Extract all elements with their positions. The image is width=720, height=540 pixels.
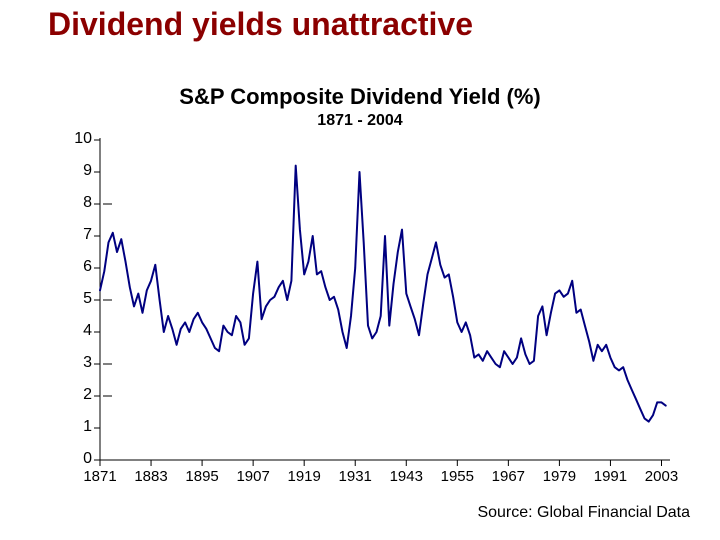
y-tick-label: 0 [66, 450, 92, 468]
chart-area: 0 1 2 3 4 5 6 7 8 9 10 1871 1883 1895 1907 1919 1931 1943… [60, 130, 680, 490]
x-tick-label: 1991 [588, 468, 632, 485]
x-tick-label: 1907 [231, 468, 275, 485]
x-tick-label: 1931 [333, 468, 377, 485]
x-tick-label: 1967 [486, 468, 530, 485]
x-tick-label: 1871 [78, 468, 122, 485]
x-tick-label: 1955 [435, 468, 479, 485]
slide: Dividend yields unattractive S&P Composi… [0, 0, 720, 540]
y-tick-label: 9 [66, 162, 92, 180]
y-tick-label: 3 [66, 354, 92, 372]
chart-subtitle: 1871 - 2004 [0, 112, 720, 130]
y-tick-label: 7 [66, 226, 92, 244]
chart-source: Source: Global Financial Data [477, 504, 690, 522]
x-tick-label: 1895 [180, 468, 224, 485]
y-tick-label: 6 [66, 258, 92, 276]
slide-headline: Dividend yields unattractive [48, 6, 473, 43]
x-tick-label: 1979 [537, 468, 581, 485]
x-tick-label: 2003 [639, 468, 683, 485]
y-tick-label: 2 [66, 386, 92, 404]
y-tick-label: 5 [66, 290, 92, 308]
y-tick-label: 10 [66, 130, 92, 148]
line-chart [60, 130, 680, 490]
chart-title: S&P Composite Dividend Yield (%) [0, 84, 720, 110]
y-tick-label: 4 [66, 322, 92, 340]
x-tick-label: 1943 [384, 468, 428, 485]
y-tick-label: 1 [66, 418, 92, 436]
y-tick-label: 8 [66, 194, 92, 212]
x-tick-label: 1883 [129, 468, 173, 485]
x-tick-label: 1919 [282, 468, 326, 485]
